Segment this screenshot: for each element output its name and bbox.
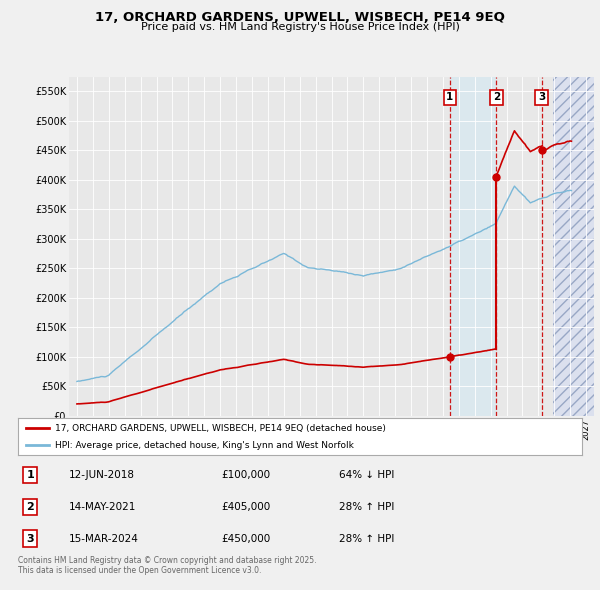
Text: 1: 1: [26, 470, 34, 480]
Text: Price paid vs. HM Land Registry's House Price Index (HPI): Price paid vs. HM Land Registry's House …: [140, 22, 460, 32]
Text: £405,000: £405,000: [221, 502, 270, 512]
Text: 14-MAY-2021: 14-MAY-2021: [69, 502, 136, 512]
Text: 28% ↑ HPI: 28% ↑ HPI: [340, 502, 395, 512]
Bar: [553, 62, 600, 416]
Text: £450,000: £450,000: [221, 533, 270, 543]
Text: 17, ORCHARD GARDENS, UPWELL, WISBECH, PE14 9EQ (detached house): 17, ORCHARD GARDENS, UPWELL, WISBECH, PE…: [55, 424, 386, 433]
Text: 2: 2: [26, 502, 34, 512]
Text: 12-JUN-2018: 12-JUN-2018: [69, 470, 135, 480]
Text: 3: 3: [538, 93, 545, 102]
Text: HPI: Average price, detached house, King's Lynn and West Norfolk: HPI: Average price, detached house, King…: [55, 441, 353, 450]
Text: £100,000: £100,000: [221, 470, 270, 480]
Text: 28% ↑ HPI: 28% ↑ HPI: [340, 533, 395, 543]
Text: 1: 1: [446, 93, 454, 102]
Text: 64% ↓ HPI: 64% ↓ HPI: [340, 470, 395, 480]
Text: 2: 2: [493, 93, 500, 102]
Text: 17, ORCHARD GARDENS, UPWELL, WISBECH, PE14 9EQ: 17, ORCHARD GARDENS, UPWELL, WISBECH, PE…: [95, 11, 505, 24]
Bar: [450, 62, 496, 416]
Text: Contains HM Land Registry data © Crown copyright and database right 2025.
This d: Contains HM Land Registry data © Crown c…: [18, 556, 317, 575]
Text: 15-MAR-2024: 15-MAR-2024: [69, 533, 139, 543]
Text: 3: 3: [26, 533, 34, 543]
